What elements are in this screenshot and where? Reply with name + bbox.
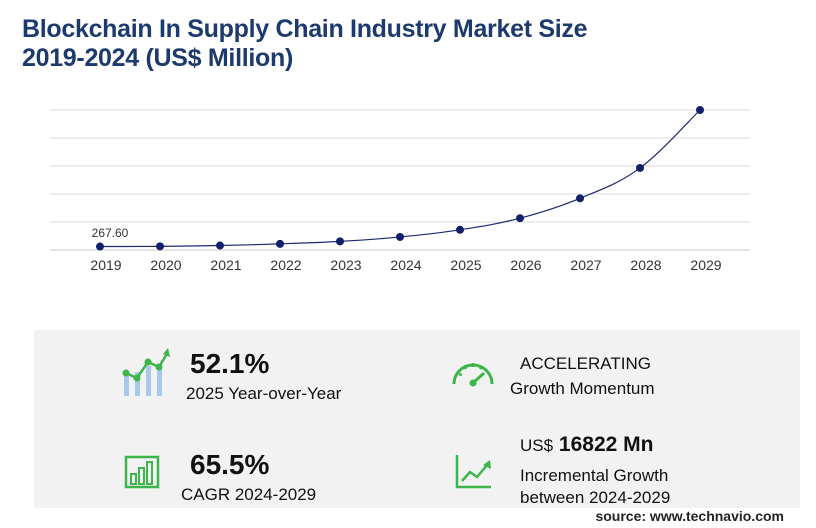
stats-panel bbox=[34, 330, 800, 508]
chart-title: Blockchain In Supply Chain Industry Mark… bbox=[22, 15, 722, 73]
x-tick-label: 2022 bbox=[270, 257, 301, 273]
data-point bbox=[696, 106, 704, 114]
title-line-1: Blockchain In Supply Chain Industry Mark… bbox=[22, 15, 588, 43]
x-tick-label: 2025 bbox=[450, 257, 481, 273]
yoy-label: 2025 Year-over-Year bbox=[186, 384, 342, 403]
data-point bbox=[216, 241, 224, 250]
incremental-line-2: between 2024-2029 bbox=[520, 488, 671, 507]
data-point bbox=[276, 239, 284, 248]
incremental-line-1: Incremental Growth bbox=[520, 466, 669, 485]
x-tick-label: 2028 bbox=[630, 257, 661, 273]
data-point bbox=[516, 214, 524, 223]
x-tick-label: 2027 bbox=[570, 257, 601, 273]
x-tick-label: 2029 bbox=[690, 257, 721, 273]
incremental-amount: 16822 Mn bbox=[558, 433, 654, 456]
x-tick-label: 2020 bbox=[150, 257, 181, 273]
data-point bbox=[396, 232, 404, 241]
yoy-value: 52.1% bbox=[190, 348, 270, 379]
data-point bbox=[636, 163, 644, 172]
line-chart: 2019 2020 2021 2022 2023 2024 2025 2026 2027 2028… bbox=[50, 106, 750, 273]
x-tick-label: 2021 bbox=[210, 257, 241, 273]
bar-chart-icon bbox=[124, 455, 160, 489]
series-line bbox=[99, 109, 701, 248]
x-tick-label: 2024 bbox=[390, 257, 421, 273]
x-tick-label: 2026 bbox=[510, 257, 541, 273]
title-line-2: 2019-2024 (US$ Million) bbox=[22, 44, 293, 72]
data-point bbox=[576, 194, 584, 203]
trend-up-icon bbox=[455, 455, 491, 489]
data-point bbox=[96, 242, 104, 251]
x-tick-label: 2023 bbox=[330, 257, 361, 273]
speedometer-icon bbox=[452, 363, 494, 387]
incremental-value: US$ 16822 Mn bbox=[520, 433, 653, 457]
bar-growth-icon bbox=[122, 348, 170, 396]
data-label: 267.60 bbox=[92, 226, 129, 240]
data-point bbox=[456, 225, 464, 234]
incremental-currency: US$ bbox=[520, 436, 554, 455]
source-credit: source: www.technavio.com bbox=[595, 508, 784, 524]
cagr-label: CAGR 2024-2029 bbox=[181, 485, 317, 504]
x-tick-label: 2019 bbox=[90, 257, 121, 273]
momentum-line-2: Growth Momentum bbox=[510, 379, 655, 398]
data-point bbox=[156, 242, 164, 251]
momentum-line-1: ACCELERATING bbox=[520, 354, 651, 373]
cagr-value: 65.5% bbox=[190, 449, 270, 480]
data-point bbox=[336, 237, 344, 246]
